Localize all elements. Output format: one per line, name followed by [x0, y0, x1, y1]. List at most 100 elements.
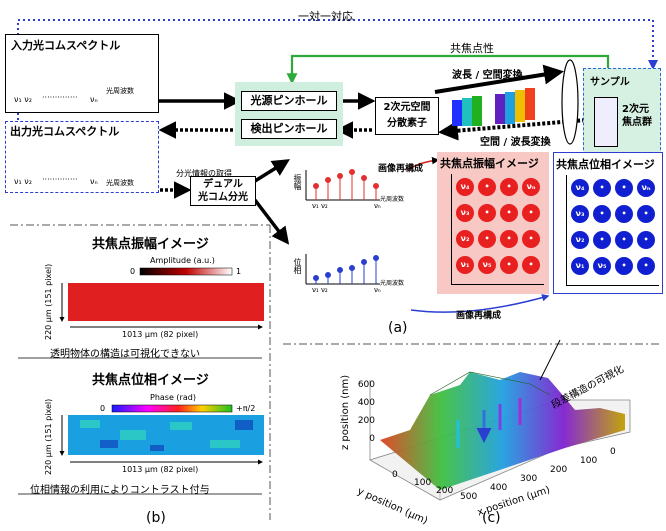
wavelength-bars-graphic	[452, 88, 535, 126]
confocal-bracket	[290, 54, 610, 80]
grid-dot: •	[593, 231, 611, 249]
grid-dot-label: •	[643, 235, 649, 244]
amp-axis-label: 振幅	[293, 174, 302, 190]
grid-dot-label: νₙ	[526, 182, 536, 191]
grid-dot-label: •	[528, 208, 534, 217]
grid-dot-label: ν₄	[460, 182, 470, 191]
sample-label: サンプル	[590, 77, 630, 88]
grid-dot: •	[522, 204, 540, 222]
focal-group-line2: 焦点群	[622, 117, 652, 128]
grid-dot-label: ν₅	[482, 260, 492, 269]
grid-dot: νₙ	[522, 178, 540, 196]
grid-dot: •	[637, 257, 655, 275]
grid-dot-label: •	[599, 183, 605, 192]
amp-image-panel: 共焦点振幅イメージ ν₄ • • νₙ ν₃ • • • ν₂ • • • ν₁ ν₅ • •	[437, 152, 549, 294]
b-amp-caption: 透明物体の構造は可視化できない	[50, 349, 200, 360]
grid-dot-label: •	[621, 261, 627, 270]
grid-dot: ν₄	[571, 179, 589, 197]
detect-pinhole-box: 検出ピンホール	[241, 119, 337, 139]
grid-dot: •	[615, 205, 633, 223]
grid-dot: •	[637, 205, 655, 223]
b-phase-min: 0	[100, 404, 106, 413]
grid-dot: •	[615, 179, 633, 197]
grid-dot: •	[478, 178, 496, 196]
grid-dot: ν₂	[456, 230, 474, 248]
b-amp-min: 0	[130, 267, 136, 276]
space-wave-label: 空間 / 波長変換	[480, 137, 551, 148]
grid-dot: ν₃	[571, 205, 589, 223]
disperser-line1: 2次元空間	[383, 102, 431, 113]
input-spectrum-title: 入力光コムスペクトル	[11, 39, 121, 52]
grid-dot-label: •	[484, 234, 490, 243]
phase-nu12: ν₁ ν₂	[312, 286, 328, 294]
b-phase-unit: Phase (rad)	[150, 393, 196, 402]
grid-dot-label: ν₃	[460, 208, 470, 217]
phase-image	[68, 415, 264, 455]
phase-nun: νₙ	[374, 286, 381, 294]
output-spectrum-box: 出力光コムスペクトル ν₁ ν₂ ·············· νₙ 光周波数	[5, 121, 159, 193]
c-x-ticks: 500 400 300 200 100 0	[460, 447, 650, 502]
image-recon-label-bottom: 画像再構成	[456, 311, 502, 321]
input-nun: νₙ	[90, 95, 98, 104]
grid-dot-label: •	[621, 235, 627, 244]
b-phase-xlabel: 1013 μm (82 pixel)	[122, 465, 199, 474]
b-amp-title: 共焦点振幅イメージ	[92, 237, 209, 252]
grid-dot-label: •	[528, 234, 534, 243]
grid-dot: •	[500, 256, 518, 274]
b-amp-max: 1	[236, 267, 242, 276]
grid-dot: •	[637, 231, 655, 249]
amp-nu12: ν₁ ν₂	[312, 202, 328, 210]
wave-space-label: 波長 / 空間変換	[452, 70, 523, 81]
c-y-ticks: 0 100 200	[392, 470, 454, 496]
b-amp-unit: Amplitude (a.u.)	[150, 256, 215, 265]
grid-dot: •	[478, 204, 496, 222]
sample-box: サンプル 2次元 焦点群	[583, 68, 661, 160]
c-z-ticks: 600 400 200 0	[355, 380, 375, 460]
amp-dot-grid: ν₄ • • νₙ ν₃ • • • ν₂ • • • ν₁ ν₅ • •	[451, 174, 544, 285]
x-tick: 500	[460, 492, 478, 502]
grid-dot-label: •	[484, 208, 490, 217]
dual-comb-line2: 光コム分光	[198, 192, 248, 203]
b-amp-ylabel: 220 μm (151 pixel)	[44, 263, 53, 340]
output-nun: νₙ	[90, 177, 98, 186]
dual-comb-box: デュアル 光コム分光	[190, 176, 256, 206]
amplitude-image	[68, 283, 264, 321]
b-phase-title: 共焦点位相イメージ	[92, 373, 209, 388]
amp-freq: 光周波数	[380, 196, 405, 203]
phase-axis-label: 位相	[293, 258, 302, 274]
source-pinhole-box: 光源ピンホール	[241, 91, 337, 111]
phase-image-panel: 共焦点位相イメージ ν₄ • • νₙ ν₃ • • • ν₂ • • • ν₁ ν₅ • •	[553, 152, 663, 294]
input-nu12: ν₁ ν₂	[14, 95, 32, 104]
grid-dot: ν₁	[571, 257, 589, 275]
input-dots: ··············	[42, 93, 78, 102]
z-tick: 0	[369, 434, 375, 444]
label-b: (b)	[146, 510, 166, 526]
image-recon-label-top: 画像再構成	[378, 164, 424, 174]
grid-dot-label: •	[621, 209, 627, 218]
grid-dot: νₙ	[637, 179, 655, 197]
amp-image-title: 共焦点振幅イメージ	[440, 157, 539, 170]
grid-dot-label: ν₁	[460, 260, 470, 269]
phase-colorbar	[111, 404, 233, 413]
surface-plot-3d	[369, 339, 631, 501]
amp-colorbar	[139, 267, 233, 276]
output-dots: ··············	[42, 175, 78, 184]
input-spectrum-box: 入力光コムスペクトル ν₁ ν₂ ·············· νₙ 光周波数	[5, 34, 159, 113]
grid-dot-label: •	[643, 209, 649, 218]
grid-dot: ν₁	[456, 256, 474, 274]
grid-dot: •	[593, 205, 611, 223]
b-phase-max: +π/2	[236, 404, 256, 413]
y-tick: 0	[392, 470, 398, 480]
grid-dot-label: ν₂	[575, 235, 585, 244]
output-spectrum-title: 出力光コムスペクトル	[10, 125, 120, 138]
grid-dot: •	[593, 179, 611, 197]
grid-dot-label: •	[506, 208, 512, 217]
y-tick: 200	[436, 486, 454, 496]
grid-dot-label: ν₃	[575, 209, 585, 218]
confocal-label: 共焦点性	[450, 42, 494, 55]
grid-dot-label: •	[506, 182, 512, 191]
grid-dot-label: •	[506, 260, 512, 269]
phase-spectrum-plot	[305, 254, 380, 285]
grid-dot: •	[500, 204, 518, 222]
focal-group-label: 2次元 焦点群	[622, 103, 652, 129]
